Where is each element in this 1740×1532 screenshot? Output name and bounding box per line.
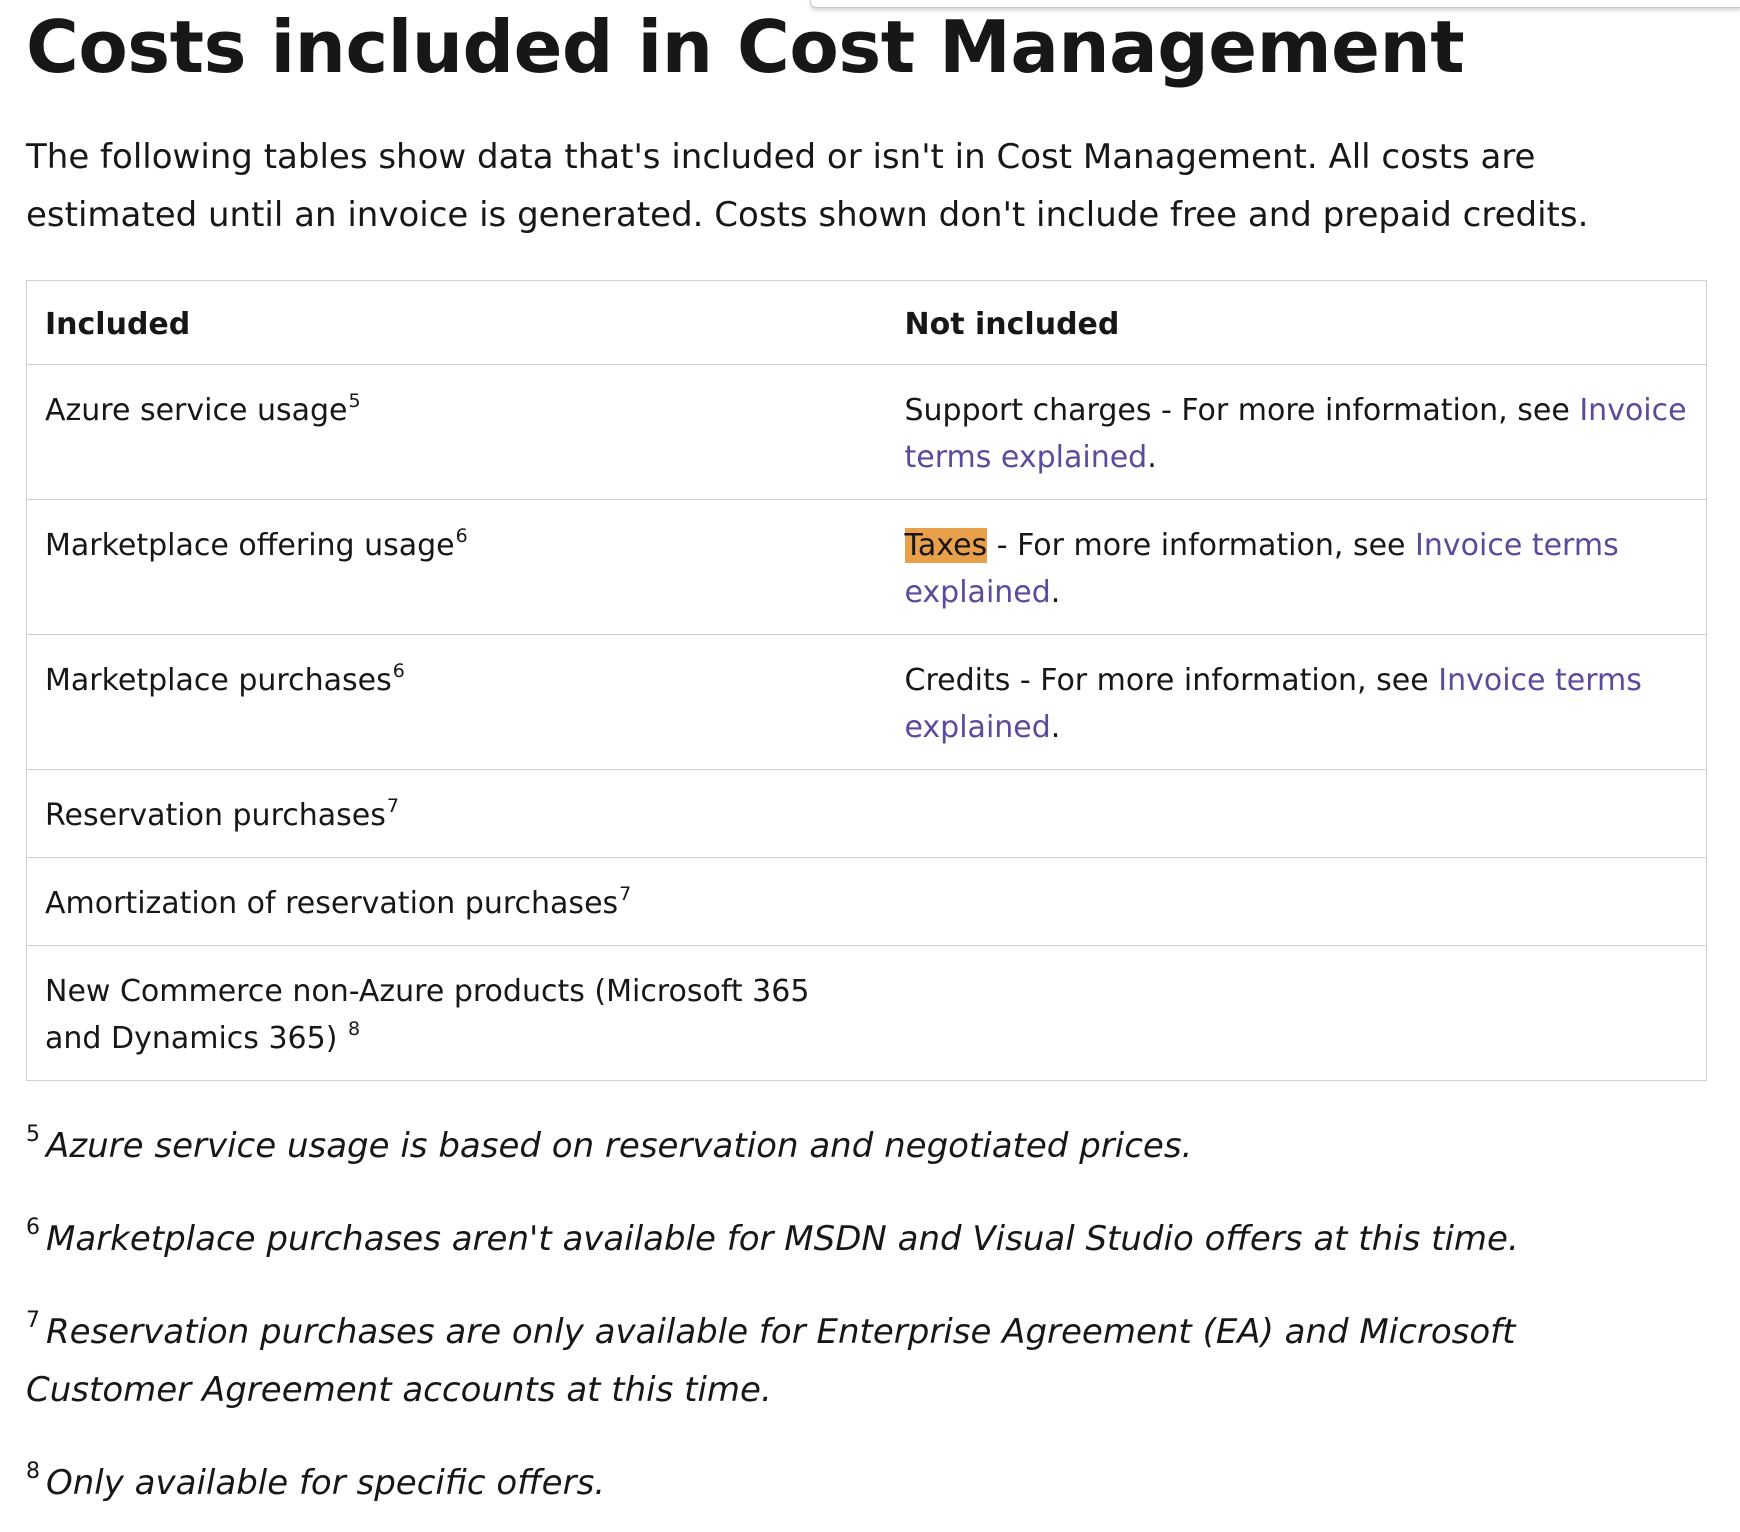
footnotes: 5 Azure service usage is based on reserva… — [26, 1117, 1706, 1512]
table-row: Azure service usage5 Support charges - F… — [26, 364, 1707, 500]
footnote-mark: 8 — [26, 1458, 40, 1484]
included-text: Marketplace offering usage — [45, 528, 455, 563]
footnote-text: Azure service usage is based on reservat… — [46, 1126, 1193, 1166]
footnote-ref[interactable]: 6 — [455, 525, 468, 547]
table-header-row: Included Not included — [26, 280, 1707, 365]
browser-popup-edge — [810, 0, 1740, 8]
invoice-terms-link[interactable]: Invoice terms explained — [904, 528, 1619, 610]
not-included-cell-empty — [886, 857, 1707, 946]
footnote-mark: 5 — [26, 1121, 40, 1147]
table-row: Amortization of reservation purchases7 — [26, 857, 1707, 946]
table-row: Marketplace purchases6 Credits - For mor… — [26, 634, 1707, 770]
period: . — [1050, 575, 1061, 610]
not-included-cell-empty — [886, 945, 1707, 1081]
invoice-terms-link[interactable]: Invoice terms explained — [904, 393, 1687, 475]
costs-table: Included Not included Azure service usag… — [26, 280, 1707, 1081]
included-text: Amortization of reservation purchases — [45, 886, 619, 921]
footnote: 7 Reservation purchases are only availabl… — [26, 1303, 1616, 1419]
not-included-text: - For more information, see — [1151, 393, 1580, 428]
header-included: Included — [26, 280, 887, 365]
table-row: New Commerce non-Azure products (Microso… — [26, 945, 1707, 1081]
footnote-ref[interactable]: 7 — [386, 795, 399, 817]
page-title: Costs included in Cost Management — [26, 5, 1465, 89]
not-included-lead: Support charges — [904, 393, 1152, 428]
intro-paragraph: The following tables show data that's in… — [26, 137, 1589, 235]
footnote-text: Marketplace purchases aren't available f… — [46, 1219, 1519, 1259]
not-included-text: - For more information, see — [987, 528, 1416, 563]
not-included-cell: Credits - For more information, see Invo… — [886, 634, 1707, 770]
footnote-ref[interactable]: 7 — [619, 883, 632, 905]
footnote-text: Only available for specific offers. — [46, 1463, 606, 1503]
not-included-lead: Credits — [904, 663, 1011, 698]
included-cell: New Commerce non-Azure products (Microso… — [26, 945, 887, 1081]
included-text: Azure service usage — [45, 393, 348, 428]
footnote-mark: 7 — [26, 1307, 40, 1333]
footnote: 5 Azure service usage is based on reserva… — [26, 1117, 1616, 1175]
not-included-cell: Taxes - For more information, see Invoic… — [886, 499, 1707, 635]
not-included-cell: Support charges - For more information, … — [886, 364, 1707, 500]
included-text: Marketplace purchases — [45, 663, 392, 698]
invoice-terms-link[interactable]: Invoice terms explained — [904, 663, 1642, 745]
included-cell: Amortization of reservation purchases7 — [26, 857, 887, 946]
included-cell: Marketplace offering usage6 — [26, 499, 887, 635]
footnote-ref[interactable]: 6 — [392, 660, 405, 682]
footnote-mark: 6 — [26, 1214, 40, 1240]
period: . — [1050, 710, 1061, 745]
period: . — [1147, 440, 1157, 475]
not-included-text: - For more information, see — [1010, 663, 1439, 698]
included-cell: Marketplace purchases6 — [26, 634, 887, 770]
footnote-text: Reservation purchases are only available… — [26, 1312, 1516, 1410]
table-row: Reservation purchases7 — [26, 769, 1707, 858]
header-not-included: Not included — [886, 280, 1707, 365]
included-cell: Reservation purchases7 — [26, 769, 887, 858]
included-text: New Commerce non-Azure products (Microso… — [45, 974, 810, 1056]
footnote-ref[interactable]: 8 — [347, 1018, 361, 1040]
included-cell: Azure service usage5 — [26, 364, 887, 500]
footnote: 8 Only available for specific offers. — [26, 1454, 1616, 1512]
table-row: Marketplace offering usage6 Taxes - For … — [26, 499, 1707, 635]
footnote-ref[interactable]: 5 — [348, 390, 361, 412]
highlighted-search-term: Taxes — [904, 528, 988, 563]
included-text: Reservation purchases — [45, 798, 386, 833]
article-content: Costs included in Cost Management The fo… — [26, 0, 1707, 1512]
footnote: 6 Marketplace purchases aren't available … — [26, 1210, 1616, 1268]
not-included-cell-empty — [886, 769, 1707, 858]
